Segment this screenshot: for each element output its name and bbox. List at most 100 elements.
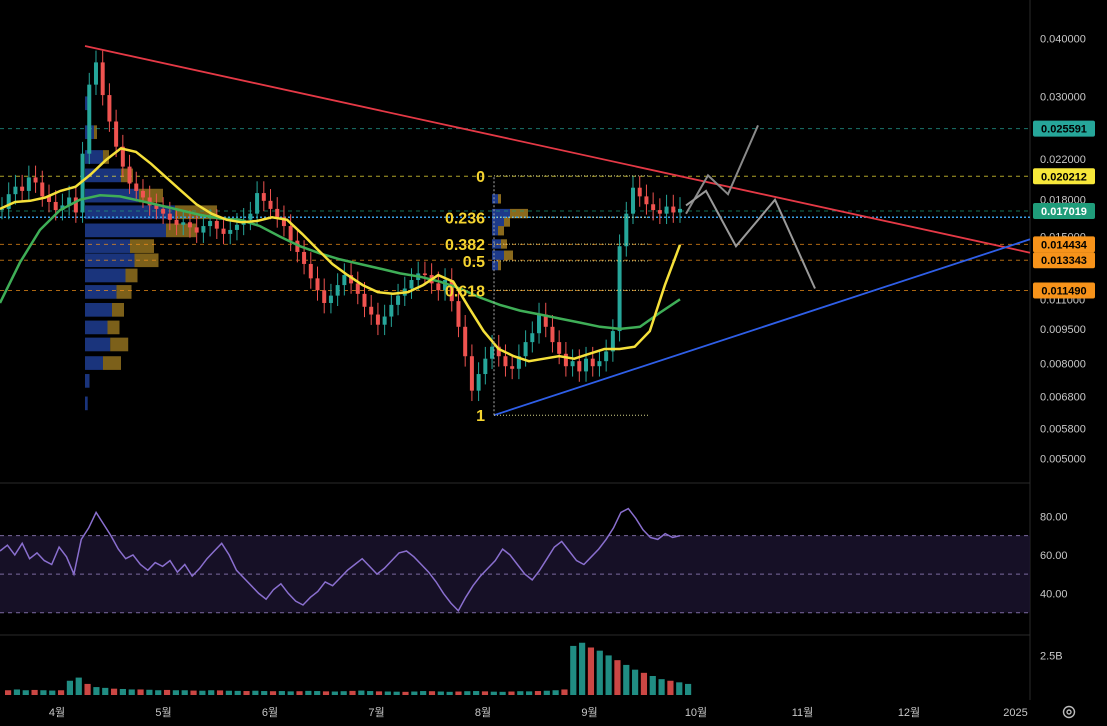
volume-bar — [464, 691, 471, 695]
profile-bar-up — [85, 285, 117, 299]
price-tick-label: 0.008000 — [1040, 359, 1086, 371]
time-axis[interactable]: 4월 5월 6월 7월 8월 9월 10월 11월 12월 2025 — [49, 706, 1028, 719]
support-trendline[interactable] — [493, 238, 1031, 417]
price-tag — [1033, 203, 1095, 220]
price-tag-label: 0.017019 — [1041, 206, 1087, 218]
candle-body — [248, 213, 253, 220]
profile-bar-up — [492, 217, 504, 227]
candle-body — [80, 153, 85, 213]
volume-bar — [75, 677, 82, 695]
profile-bar-up — [492, 194, 498, 204]
candle-body — [584, 358, 589, 372]
moving-averages — [0, 147, 682, 363]
candle-body — [46, 196, 51, 202]
volume-bar — [66, 680, 73, 695]
candle-body — [302, 251, 307, 264]
volume-bar — [216, 690, 224, 695]
volume-bar — [587, 647, 595, 695]
volume-bar — [508, 691, 515, 695]
volume-bar — [579, 642, 586, 695]
profile-bar-up — [85, 374, 90, 388]
candle-body — [496, 346, 501, 357]
price-tick-label: 0.009500 — [1040, 324, 1086, 336]
volume-bar — [243, 691, 250, 695]
candle-body — [114, 121, 119, 147]
candle-body — [590, 358, 595, 367]
volume-bar — [446, 691, 453, 695]
volume-bar — [420, 691, 427, 695]
volume-bar — [314, 691, 321, 695]
candle-body — [644, 196, 649, 205]
volume-bar — [199, 690, 206, 695]
profile-bar-up — [492, 226, 498, 236]
price-tick-label: 0.005800 — [1040, 424, 1086, 436]
price-tick-label: 0.022000 — [1040, 154, 1086, 166]
volume-bar — [119, 688, 126, 695]
candle-body — [40, 182, 45, 197]
gear-icon[interactable] — [1060, 703, 1078, 721]
resistance-trendline[interactable] — [84, 45, 1031, 254]
candle-body — [382, 316, 387, 325]
candle-body — [214, 221, 219, 229]
trendlines[interactable] — [84, 45, 1031, 417]
volume-bar — [490, 691, 497, 695]
candle-body — [664, 206, 669, 214]
candle-body — [557, 342, 562, 354]
fib-level-label: 0.618 — [445, 283, 485, 300]
candle-body — [221, 228, 226, 234]
time-tick-label: 2025 — [1003, 707, 1027, 719]
candle-body — [516, 356, 521, 369]
volume-tick-label: 2.5B — [1040, 650, 1063, 662]
profile-bar-down — [498, 260, 501, 271]
volume-bar — [658, 679, 665, 695]
rsi-pane: 80.00 60.00 40.00 — [0, 507, 1068, 614]
candle-body — [443, 280, 448, 291]
candle-body — [463, 326, 468, 357]
price-tick-label: 0.005000 — [1040, 454, 1086, 466]
candle-body — [194, 227, 199, 233]
projection-bearish[interactable] — [685, 189, 816, 289]
candle-body — [449, 280, 454, 302]
candle-body — [537, 314, 542, 334]
candle-body — [342, 275, 347, 286]
candle-body — [134, 183, 139, 191]
candle-body — [167, 213, 172, 220]
profile-bar-down — [510, 208, 528, 219]
candle-body — [13, 186, 18, 195]
projection-path[interactable] — [685, 125, 816, 289]
profile-bar-up — [492, 208, 510, 219]
profile-bar-up — [492, 250, 504, 260]
volume-bar — [428, 691, 436, 695]
candle-body — [396, 295, 401, 305]
volume-bar — [269, 691, 277, 695]
price-tag-label: 0.020212 — [1041, 171, 1087, 183]
price-tick-label: 0.006800 — [1040, 392, 1086, 404]
profile-bar-up — [85, 239, 130, 253]
volume-bar — [667, 680, 674, 695]
volume-bar — [102, 687, 109, 695]
candle-body — [369, 306, 374, 315]
volume-bar — [437, 691, 444, 695]
candle-body — [375, 314, 380, 325]
profile-bar-up — [492, 260, 498, 271]
projection-bullish[interactable] — [685, 125, 759, 215]
volume-bar — [261, 691, 268, 695]
volume-bar — [40, 690, 47, 695]
volume-bar — [190, 690, 197, 695]
candle-body — [349, 275, 354, 284]
volume-bar — [632, 669, 639, 695]
profile-bar-down — [130, 239, 154, 253]
volume-bar — [411, 691, 418, 695]
volume-bar — [402, 691, 409, 695]
candle-body — [355, 283, 360, 294]
profile-bar-down — [504, 250, 513, 260]
candle-body — [107, 95, 112, 122]
volume-bar — [455, 691, 462, 695]
candle-body — [490, 346, 495, 359]
candle-body — [570, 361, 575, 367]
price-tick-label: 0.030000 — [1040, 91, 1086, 103]
candle-body — [0, 208, 4, 210]
